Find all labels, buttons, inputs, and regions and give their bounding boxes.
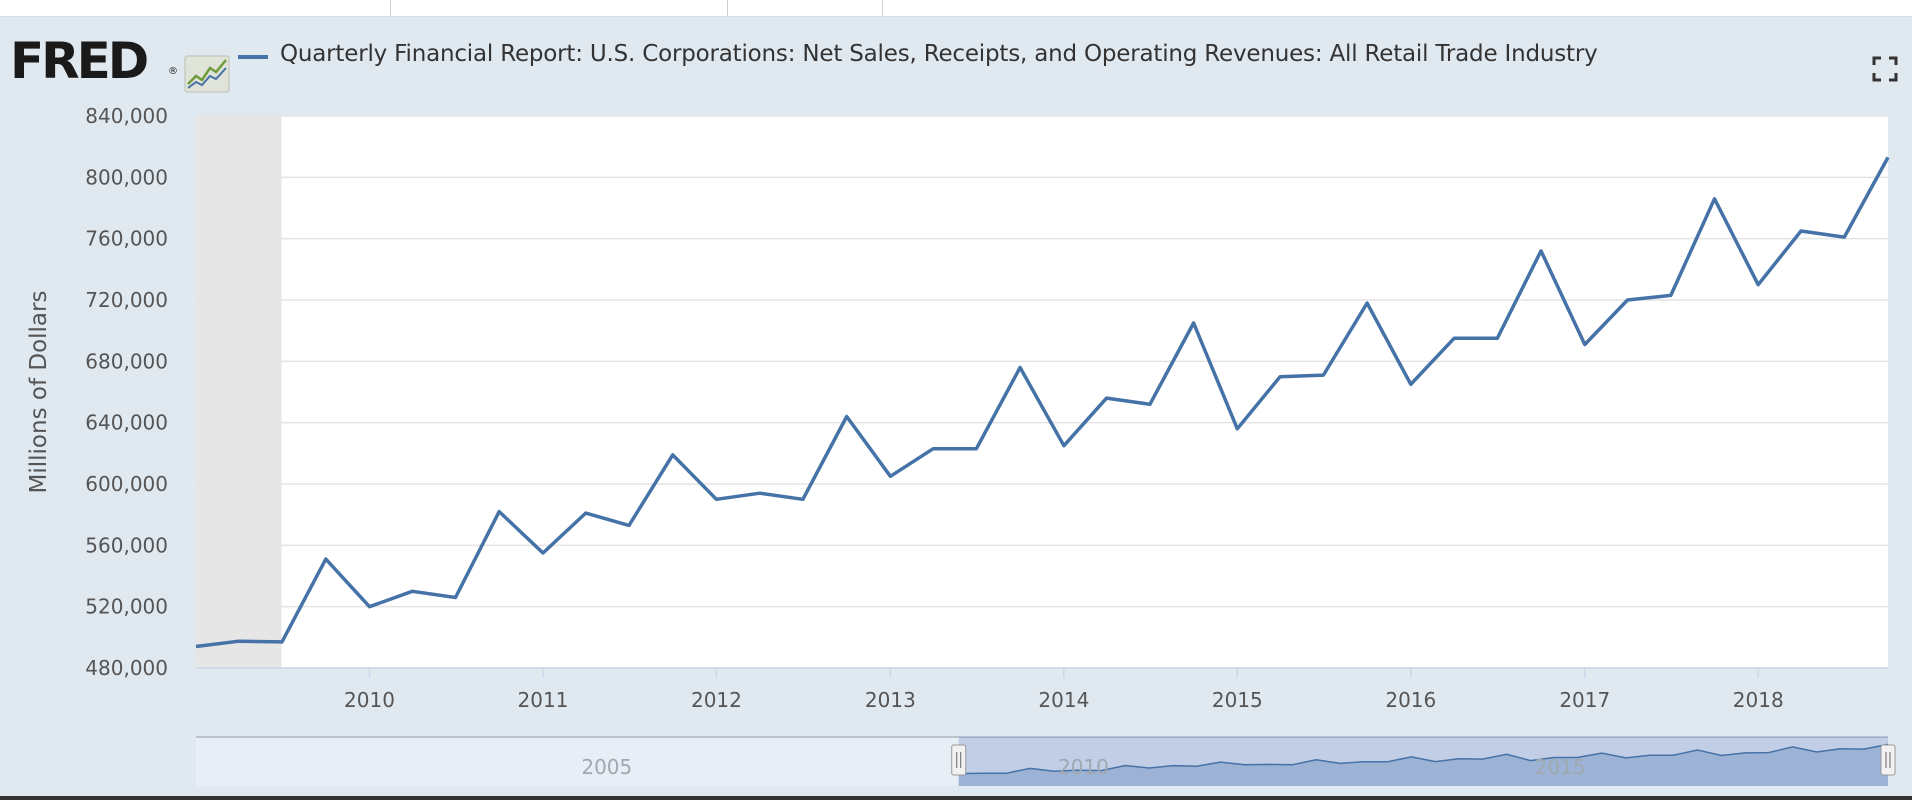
x-tick-label: 2017 (1559, 688, 1610, 712)
trend-graph-icon (184, 55, 230, 93)
series-line (195, 156, 1890, 649)
x-tick-label: 2011 (518, 688, 569, 712)
fullscreen-icon[interactable] (1872, 56, 1898, 82)
navigator-left-handle[interactable] (951, 744, 967, 776)
x-tick-label: 2010 (344, 688, 395, 712)
y-tick-label: 600,000 (85, 472, 168, 496)
navigator-tick-label: 2010 (1058, 755, 1109, 779)
x-tick-label: 2018 (1733, 688, 1784, 712)
y-tick-label: 680,000 (85, 349, 168, 373)
y-tick-label: 640,000 (85, 411, 168, 435)
y-tick-label: 800,000 (85, 165, 168, 189)
navigator-series-area (958, 744, 1888, 786)
fred-logo[interactable]: FRED ® (10, 34, 230, 93)
y-tick-label: 520,000 (85, 595, 168, 619)
y-tick-label: 760,000 (85, 227, 168, 251)
x-tick-label: 2014 (1038, 688, 1089, 712)
navigator-tick-label: 2005 (581, 755, 632, 779)
x-tick-label: 2016 (1385, 688, 1436, 712)
y-tick-label: 480,000 (85, 656, 168, 680)
top-toolbar-strip (0, 0, 1912, 17)
navigator-right-handle[interactable] (1880, 744, 1896, 776)
y-tick-label: 840,000 (85, 104, 168, 128)
fred-logo-registered-mark: ® (168, 66, 178, 77)
toolbar-divider (390, 0, 391, 16)
y-axis-title: Millions of Dollars (26, 291, 52, 494)
x-tick-label: 2015 (1212, 688, 1263, 712)
navigator-tick-label: 2015 (1535, 755, 1586, 779)
series-legend-swatch (238, 55, 268, 59)
y-tick-label: 720,000 (85, 288, 168, 312)
x-tick-label: 2012 (691, 688, 742, 712)
chart-title: Quarterly Financial Report: U.S. Corpora… (280, 41, 1598, 67)
toolbar-divider (882, 0, 883, 16)
toolbar-divider (727, 0, 728, 16)
chart-header: FRED ® Quarterly Financial Report: U.S. … (0, 16, 1912, 96)
recession-shading (196, 116, 282, 668)
plot-area (196, 116, 1888, 668)
fred-logo-text: FRED (10, 32, 149, 90)
handle-grip[interactable] (1880, 744, 1896, 776)
navigator-series-line (958, 743, 1889, 775)
handle-grip[interactable] (951, 744, 967, 776)
y-tick-label: 560,000 (85, 533, 168, 557)
x-tick-label: 2013 (865, 688, 916, 712)
